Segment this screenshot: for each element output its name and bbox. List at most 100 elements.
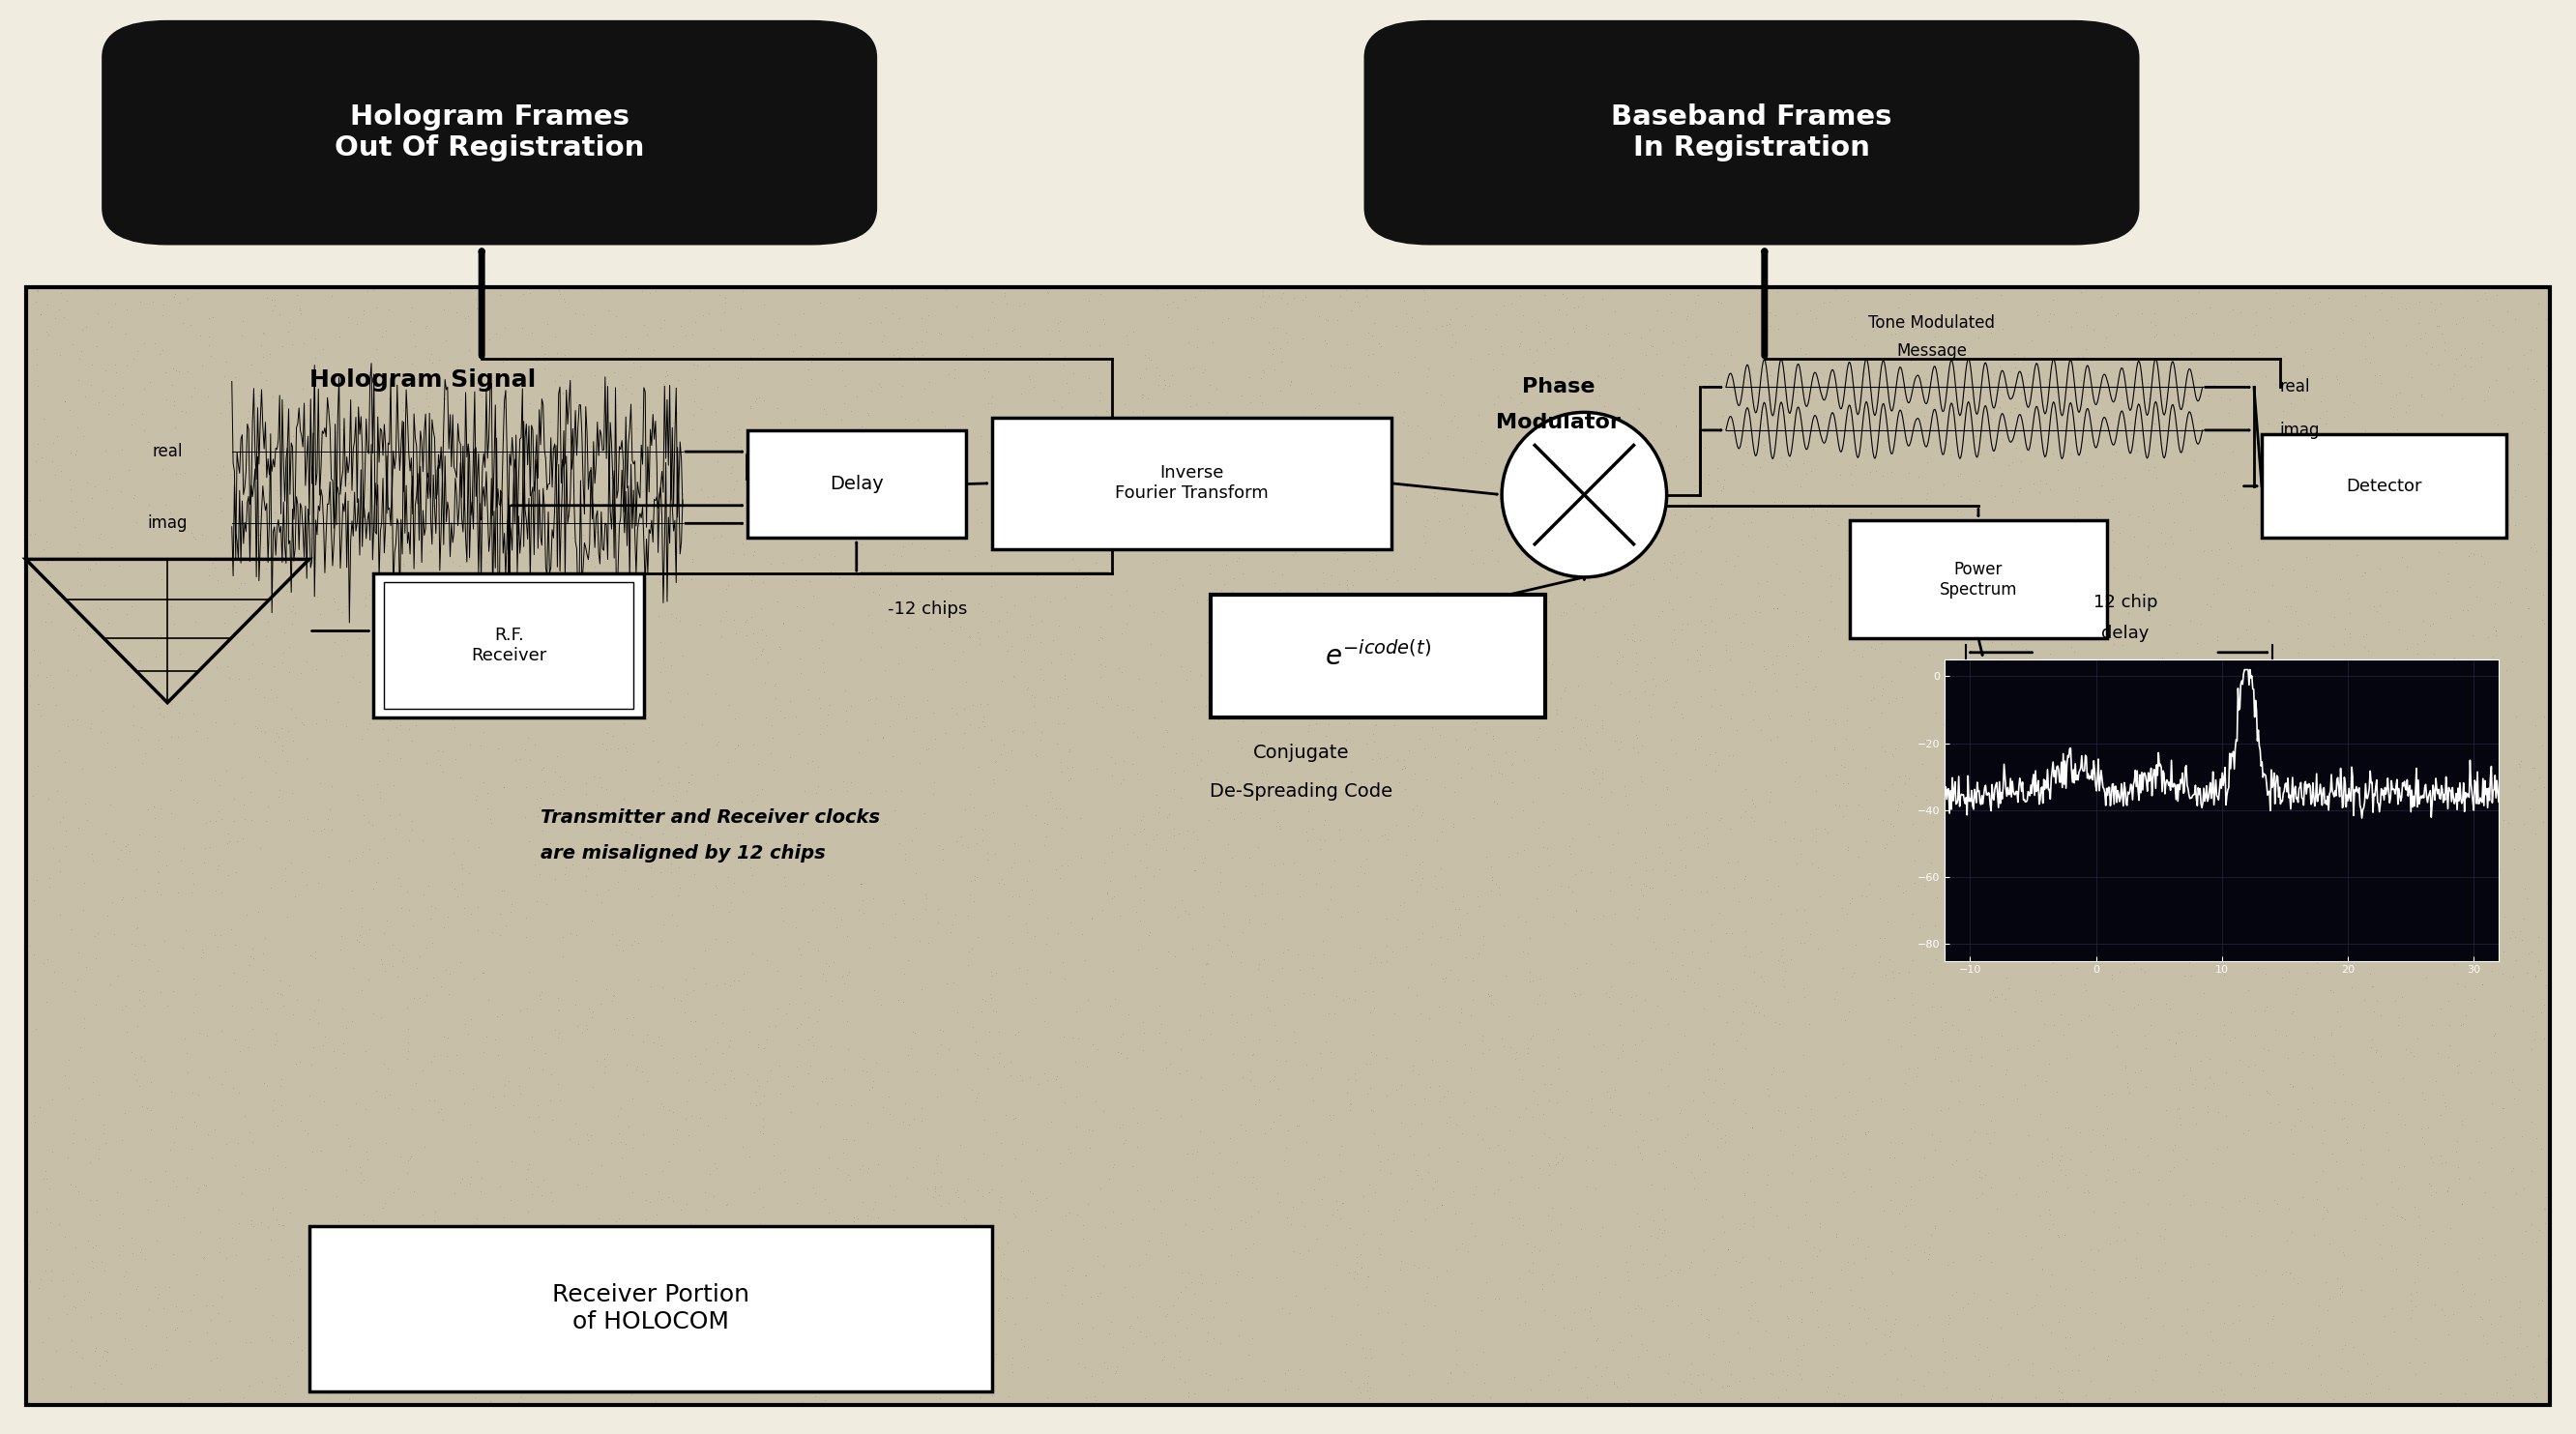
- Point: [121, 402, 162, 424]
- Point: [1105, 612, 1146, 635]
- Point: [263, 1215, 304, 1238]
- Point: [1965, 859, 2007, 882]
- Point: [1221, 505, 1262, 528]
- Point: [2213, 340, 2254, 363]
- Point: [2061, 393, 2102, 416]
- Point: [994, 594, 1036, 617]
- Point: [1144, 1305, 1185, 1328]
- Point: [1762, 1060, 1803, 1083]
- Point: [1752, 450, 1793, 473]
- Point: [1795, 307, 1837, 330]
- Point: [1151, 1293, 1193, 1316]
- Point: [2450, 347, 2491, 370]
- Point: [2102, 634, 2143, 657]
- Point: [389, 829, 430, 852]
- Point: [1306, 516, 1347, 539]
- Point: [456, 784, 497, 807]
- Point: [917, 911, 958, 934]
- Point: [2388, 394, 2429, 417]
- Point: [1180, 664, 1221, 687]
- Point: [1981, 427, 2022, 450]
- Point: [729, 802, 770, 825]
- Point: [2460, 346, 2501, 369]
- Point: [605, 759, 647, 782]
- Point: [696, 400, 737, 423]
- Point: [2087, 516, 2128, 539]
- Point: [340, 923, 381, 946]
- Point: [719, 1364, 760, 1387]
- Point: [111, 595, 152, 618]
- Point: [829, 400, 871, 423]
- Point: [1929, 1306, 1971, 1329]
- Point: [363, 921, 404, 944]
- Point: [1242, 358, 1283, 381]
- Point: [5, 972, 46, 995]
- Point: [819, 466, 860, 489]
- Point: [2311, 1141, 2352, 1164]
- Point: [2442, 599, 2483, 622]
- Point: [2324, 1334, 2365, 1357]
- Point: [688, 1246, 729, 1269]
- Point: [2027, 921, 2069, 944]
- Point: [1682, 634, 1723, 657]
- Point: [680, 614, 721, 637]
- Point: [873, 459, 914, 482]
- Point: [2249, 1040, 2290, 1063]
- Point: [920, 1032, 961, 1055]
- Point: [2342, 1342, 2383, 1365]
- Point: [456, 297, 497, 320]
- Point: [2087, 845, 2128, 868]
- Point: [757, 456, 799, 479]
- Point: [54, 443, 95, 466]
- Point: [1579, 384, 1620, 407]
- Point: [227, 903, 268, 926]
- Point: [2318, 1015, 2360, 1038]
- Point: [1888, 462, 1929, 485]
- Point: [806, 1067, 848, 1090]
- Point: [2324, 1385, 2365, 1408]
- Point: [858, 1153, 899, 1176]
- Point: [2146, 532, 2187, 555]
- Point: [2249, 767, 2290, 790]
- Point: [2210, 1001, 2251, 1024]
- Point: [1030, 685, 1072, 708]
- Point: [1213, 566, 1255, 589]
- Point: [1028, 282, 1069, 305]
- Point: [2282, 926, 2324, 949]
- Point: [992, 664, 1033, 687]
- Point: [1358, 625, 1399, 648]
- Point: [1677, 835, 1718, 858]
- Point: [209, 863, 250, 886]
- Point: [118, 728, 160, 751]
- Point: [152, 612, 193, 635]
- Point: [1700, 716, 1741, 739]
- Point: [1747, 1163, 1788, 1186]
- Point: [742, 1107, 783, 1130]
- Point: [2043, 572, 2084, 595]
- Point: [1497, 370, 1538, 393]
- Point: [2499, 1296, 2540, 1319]
- Point: [2035, 787, 2076, 810]
- Point: [1293, 397, 1334, 420]
- Point: [2437, 972, 2478, 995]
- Point: [1522, 1073, 1564, 1096]
- Point: [2035, 911, 2076, 934]
- Point: [814, 330, 855, 353]
- Point: [948, 939, 989, 962]
- Point: [1533, 1028, 1574, 1051]
- Point: [2460, 819, 2501, 842]
- Point: [1958, 1332, 1999, 1355]
- Point: [1430, 313, 1471, 336]
- Point: [2300, 1362, 2342, 1385]
- Point: [1043, 442, 1084, 465]
- Point: [1324, 278, 1365, 301]
- Point: [1700, 479, 1741, 502]
- Point: [2172, 367, 2213, 390]
- Point: [1649, 1074, 1690, 1097]
- Point: [582, 1296, 623, 1319]
- Point: [1669, 767, 1710, 790]
- Point: [966, 1286, 1007, 1309]
- Point: [2032, 1014, 2074, 1037]
- Point: [587, 1265, 629, 1288]
- Point: [1651, 301, 1692, 324]
